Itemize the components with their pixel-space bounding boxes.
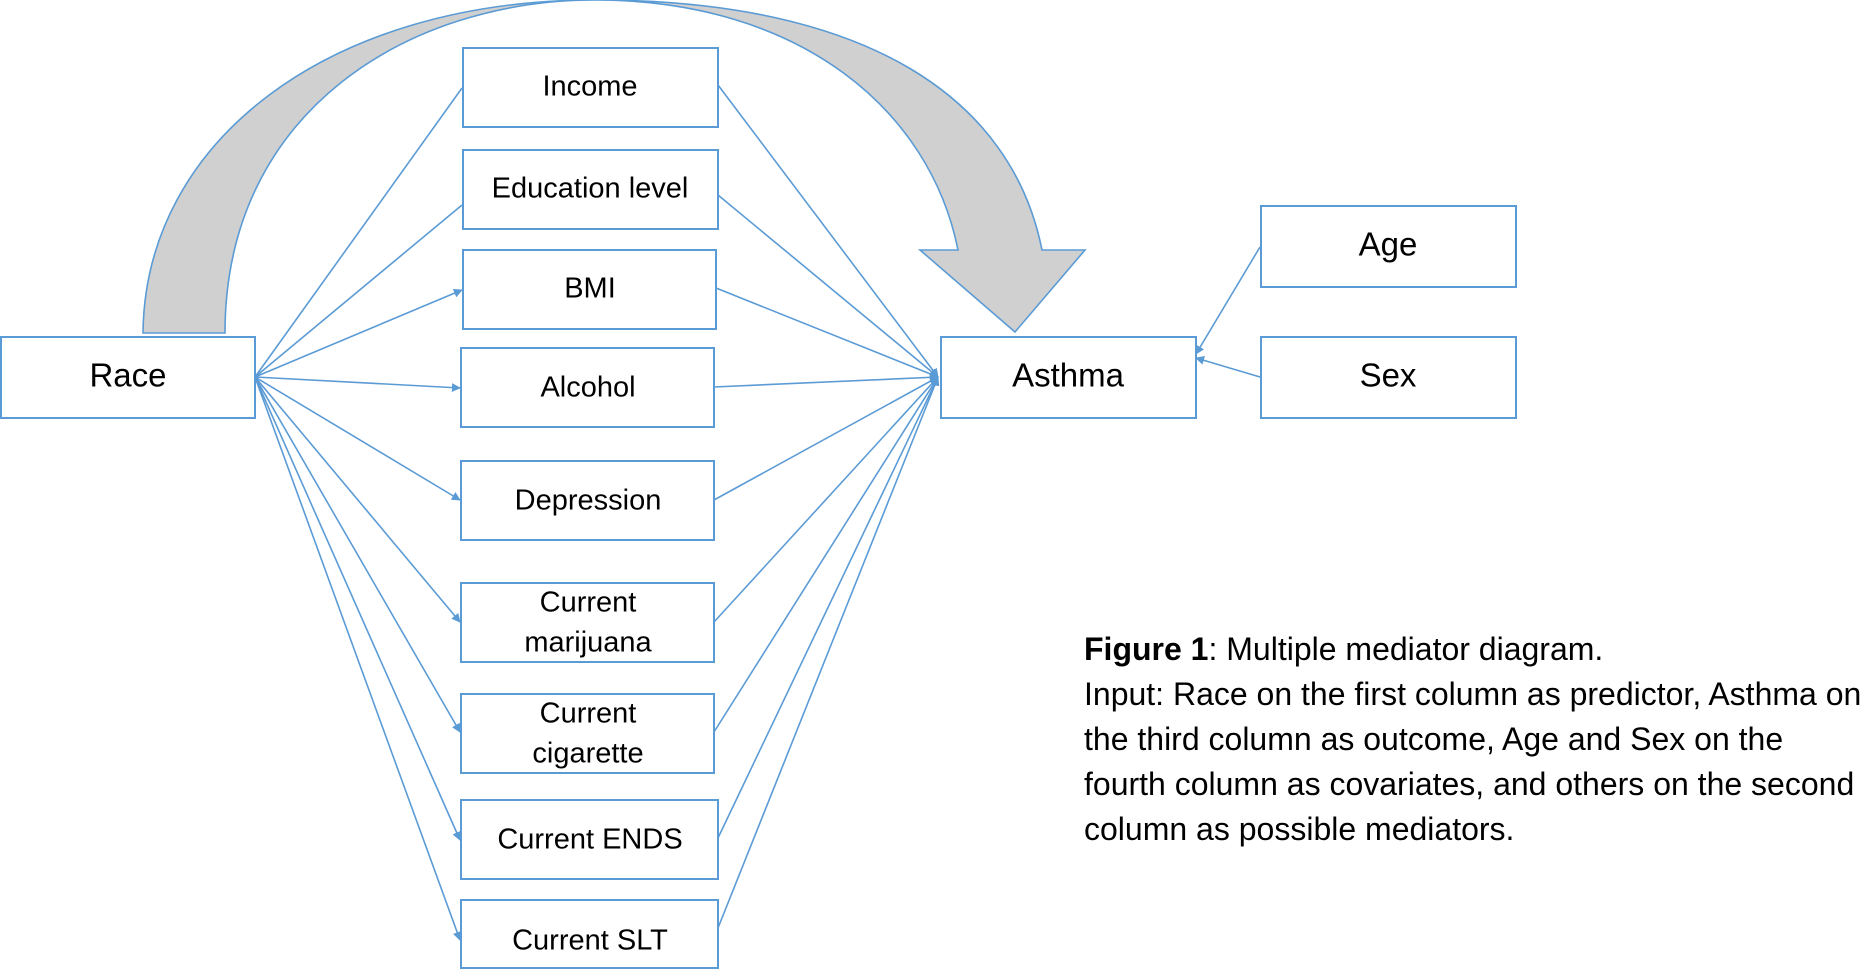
node-education: Education level — [462, 149, 719, 230]
node-cigarette-label-2: cigarette — [532, 738, 643, 770]
node-education-label: Education level — [492, 173, 689, 205]
edge-race-cigarette — [254, 376, 461, 733]
node-depression: Depression — [460, 460, 715, 541]
node-income-label: Income — [542, 71, 637, 103]
caption-label: Figure 1 — [1084, 631, 1209, 667]
node-cigarette: Current cigarette — [460, 693, 715, 774]
edge-slt-asthma — [717, 376, 940, 929]
edge-age-asthma — [1195, 246, 1261, 355]
edge-race-marijuana — [254, 376, 461, 623]
node-depression-label: Depression — [515, 485, 662, 517]
node-cigarette-label-1: Current — [540, 698, 637, 730]
edge-bmi-asthma — [715, 287, 939, 379]
node-bmi: BMI — [462, 249, 717, 330]
edge-education-asthma — [717, 194, 939, 378]
edge-race-education — [254, 204, 463, 378]
node-ends-label: Current ENDS — [497, 824, 682, 856]
node-slt-label: Current SLT — [512, 925, 668, 957]
node-slt: Current SLT — [460, 899, 719, 969]
figure-caption: Figure 1: Multiple mediator diagram. Inp… — [1084, 627, 1864, 852]
node-age-label: Age — [1359, 226, 1418, 263]
node-income: Income — [462, 47, 719, 128]
edge-sex-asthma — [1195, 355, 1261, 378]
node-sex-label: Sex — [1360, 357, 1417, 394]
node-alcohol-label: Alcohol — [540, 372, 635, 404]
node-bmi-label: BMI — [564, 273, 616, 305]
edge-ends-asthma — [717, 376, 939, 839]
node-asthma-label: Asthma — [1012, 357, 1125, 394]
node-sex: Sex — [1260, 336, 1517, 419]
total-effect-arrow — [142, 0, 1087, 334]
node-race: Race — [0, 336, 256, 419]
edge-race-bmi — [254, 288, 463, 378]
edge-income-asthma — [717, 84, 939, 378]
caption-title: Figure 1: Multiple mediator diagram. — [1084, 627, 1864, 672]
caption-title-text: : Multiple mediator diagram. — [1208, 631, 1604, 667]
edge-race-depression — [254, 376, 461, 501]
node-race-label: Race — [89, 357, 166, 394]
edge-race-slt — [254, 376, 462, 941]
node-asthma: Asthma — [940, 336, 1197, 419]
node-ends: Current ENDS — [460, 799, 719, 880]
edge-alcohol-asthma — [713, 372, 939, 388]
edge-race-ends — [254, 376, 461, 841]
edge-race-alcohol — [254, 376, 461, 393]
node-marijuana: Current marijuana — [460, 582, 715, 663]
node-marijuana-label-1: Current — [540, 587, 637, 619]
edge-race-income — [254, 87, 463, 378]
edge-cigarette-asthma — [713, 376, 939, 733]
caption-body: Input: Race on the first column as predi… — [1084, 676, 1862, 847]
node-age: Age — [1260, 205, 1517, 288]
node-marijuana-label-2: marijuana — [524, 627, 652, 659]
node-alcohol: Alcohol — [460, 347, 715, 428]
edge-depression-asthma — [713, 376, 939, 501]
edge-marijuana-asthma — [713, 376, 939, 623]
